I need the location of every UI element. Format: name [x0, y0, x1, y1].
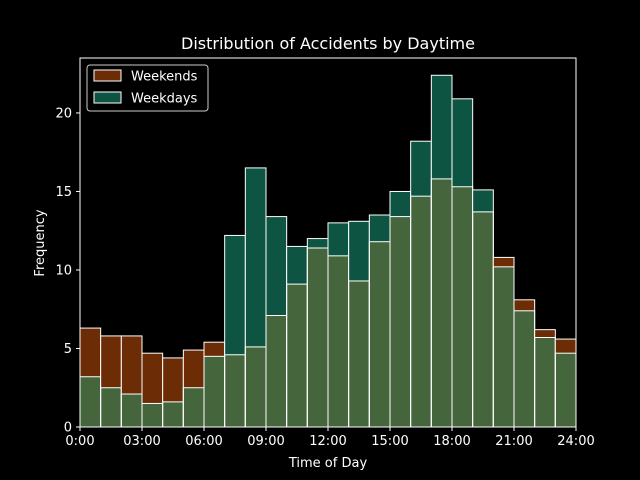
overlap-bar [472, 211, 494, 427]
x-tick-label: 18:00 [433, 434, 470, 449]
weekdays-bar-upper [286, 246, 308, 285]
x-tick-label: 09:00 [247, 434, 284, 449]
legend-swatch-weekdays [93, 91, 122, 104]
overlap-bar [328, 255, 349, 427]
overlap-bar [266, 315, 287, 427]
overlap-bar [555, 353, 576, 427]
weekdays-bar-upper [472, 189, 494, 212]
chart-title: Distribution of Accidents by Daytime [181, 34, 475, 53]
overlap-bar [183, 387, 204, 427]
overlap-bar [348, 280, 370, 427]
weekends-bar-upper [121, 335, 142, 395]
y-tick-label: 5 [64, 342, 72, 357]
legend-label-weekdays: Weekdays [131, 92, 198, 107]
overlap-bar [369, 241, 390, 427]
weekdays-bar-upper [224, 235, 246, 355]
y-axis-label: Frequency [33, 209, 48, 276]
overlap-bar [100, 387, 122, 427]
weekdays-bar-upper [390, 191, 411, 217]
weekdays-bar-upper [348, 221, 370, 281]
weekends-bar-upper [183, 350, 204, 388]
overlap-bar [534, 337, 556, 427]
legend-swatch-weekends [93, 69, 122, 82]
overlap-bar [390, 216, 411, 427]
weekends-bar-upper [204, 342, 225, 357]
overlap-bar [410, 196, 432, 427]
legend-label-weekends: Weekends [131, 70, 198, 85]
weekends-bar-upper [514, 299, 535, 311]
overlap-bar [162, 401, 184, 427]
weekdays-bar-upper [410, 141, 432, 197]
overlap-bar [121, 394, 142, 427]
weekends-bar-upper [555, 339, 576, 354]
overlap-bar [307, 247, 328, 427]
overlap-bar [431, 178, 452, 427]
legend: Weekends Weekdays [86, 64, 209, 112]
overlap-bar [514, 310, 535, 427]
weekdays-bar-upper [369, 215, 390, 242]
weekdays-bar-upper [266, 216, 287, 316]
overlap-bar [142, 403, 163, 427]
x-tick-label: 12:00 [309, 434, 346, 449]
weekends-bar-upper [493, 257, 514, 267]
x-tick-label: 0:00 [65, 434, 94, 449]
weekends-bar-upper [142, 353, 163, 404]
x-tick-label: 21:00 [495, 434, 532, 449]
x-axis-label: Time of Day [288, 456, 368, 471]
overlap-bar [286, 284, 308, 427]
overlap-bar [245, 346, 266, 427]
overlap-bar [493, 266, 514, 427]
overlap-bar [452, 186, 473, 427]
weekends-bar-upper [534, 329, 556, 338]
y-tick-label: 10 [55, 263, 72, 278]
weekends-bar-upper [100, 335, 122, 388]
x-tick-label: 03:00 [123, 434, 160, 449]
y-tick-label: 20 [55, 106, 72, 121]
axes-layer: 0:00 03:00 06:00 09:00 12:00 15:00 18:00 21:00 2… [55, 57, 595, 449]
x-tick-label: 24:00 [557, 434, 594, 449]
bars-layer [79, 74, 577, 428]
weekdays-bar-upper [328, 222, 349, 256]
weekdays-bar-upper [431, 75, 452, 179]
y-tick-label: 15 [55, 185, 72, 200]
weekdays-bar-upper [307, 238, 328, 248]
overlap-bar [224, 354, 246, 427]
x-tick-label: 06:00 [185, 434, 222, 449]
weekdays-bar-upper [245, 167, 266, 347]
y-tick-label: 0 [64, 421, 72, 436]
weekdays-bar-upper [452, 98, 473, 187]
x-tick-label: 15:00 [371, 434, 408, 449]
overlap-bar [80, 376, 101, 427]
weekends-bar-upper [162, 357, 184, 402]
weekends-bar-upper [80, 328, 101, 377]
overlap-bar [204, 356, 225, 427]
